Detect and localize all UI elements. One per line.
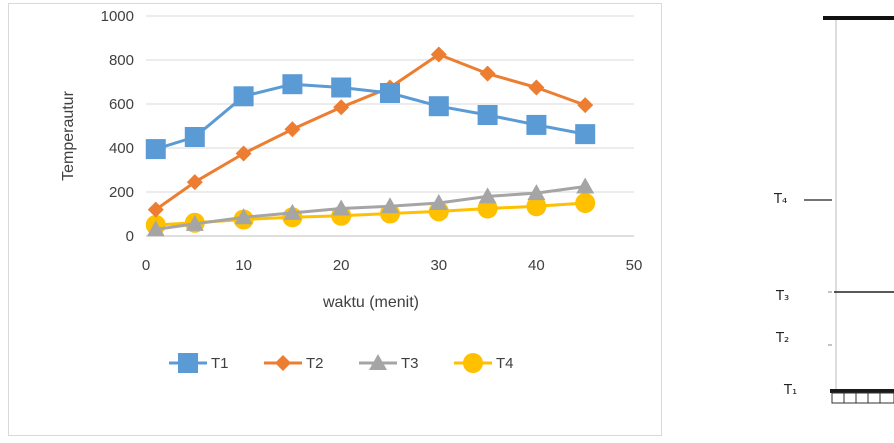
diagram-label-t3: T₃ (776, 289, 790, 304)
legend-label-t1: T1 (211, 355, 229, 372)
y-tick-label: 800 (109, 52, 134, 69)
y-axis-title: Temperautur (60, 90, 77, 180)
legend-label-t3: T3 (401, 355, 419, 372)
x-tick-label: 40 (528, 257, 545, 274)
x-tick-label: 30 (430, 257, 447, 274)
x-tick-label: 50 (626, 257, 643, 274)
data-point-t4 (526, 196, 547, 217)
base-grate (831, 392, 894, 404)
legend-marker-t3 (369, 354, 387, 370)
legend-label-t4: T4 (496, 355, 514, 372)
data-point-t2 (284, 121, 301, 138)
y-tick-label: 400 (109, 140, 134, 157)
data-point-t4 (575, 193, 596, 213)
y-tick-label: 600 (109, 96, 134, 113)
series-line-t2 (154, 53, 586, 211)
data-point-t3 (576, 177, 595, 194)
data-point-t1 (331, 77, 352, 98)
diagram-label-t1: T₁ (784, 383, 798, 398)
data-point-t2 (430, 46, 447, 63)
data-point-t2 (479, 65, 496, 82)
data-point-t1 (233, 86, 254, 107)
data-point-t1 (145, 139, 166, 160)
series-line-t3 (155, 185, 586, 231)
base-plate (830, 389, 894, 393)
x-axis-title: waktu (menit) (322, 294, 419, 311)
data-point-t2 (235, 145, 252, 162)
data-point-t3 (234, 208, 253, 225)
x-tick-label: 10 (235, 257, 252, 274)
y-tick-label: 1000 (101, 8, 134, 25)
chart-panel: 0 200 400 600 800 1000 0 10 20 30 40 50 waktu (menit… (8, 3, 662, 436)
data-point-t3 (283, 203, 302, 220)
data-point-t2 (333, 99, 350, 116)
x-tick-label: 0 (142, 257, 150, 274)
data-point-t1 (428, 96, 449, 117)
legend-marker-t4 (463, 353, 483, 373)
data-point-t1 (477, 105, 498, 125)
data-point-t3 (146, 220, 165, 237)
top-plate (823, 16, 894, 20)
data-point-t2 (186, 174, 203, 191)
data-point-t2 (147, 201, 164, 218)
data-point-t1 (526, 114, 547, 135)
data-point-t3 (332, 199, 351, 216)
data-point-t1 (575, 124, 596, 145)
data-point-t3 (429, 194, 448, 210)
data-point-t3 (185, 214, 204, 231)
data-point-t2 (577, 97, 594, 114)
data-point-t3 (381, 197, 399, 214)
data-point-t1 (282, 74, 303, 95)
y-tick-label: 0 (126, 228, 134, 245)
series-line-t1 (155, 82, 586, 151)
data-point-t1 (184, 127, 205, 147)
y-tick-label: 200 (109, 184, 134, 201)
legend-label-t2: T2 (306, 355, 324, 372)
data-point-t3 (478, 187, 497, 204)
furnace-drawing (804, 16, 894, 404)
data-point-t3 (527, 184, 546, 201)
data-point-t4 (477, 198, 498, 219)
data-point-t2 (528, 79, 545, 96)
line-chart: 0 200 400 600 800 1000 0 10 20 30 40 50 waktu (menit… (60, 8, 643, 373)
x-tick-label: 20 (333, 257, 350, 274)
diagram-label-t2: T₂ (776, 331, 790, 346)
legend-marker-t1 (178, 353, 198, 373)
thermocouple-diagram: T₄ T₃ T₂ T₁ (760, 0, 894, 438)
data-point-t1 (380, 83, 400, 103)
diagram-label-t4: T₄ (774, 192, 788, 207)
legend-marker-t2 (275, 355, 291, 371)
